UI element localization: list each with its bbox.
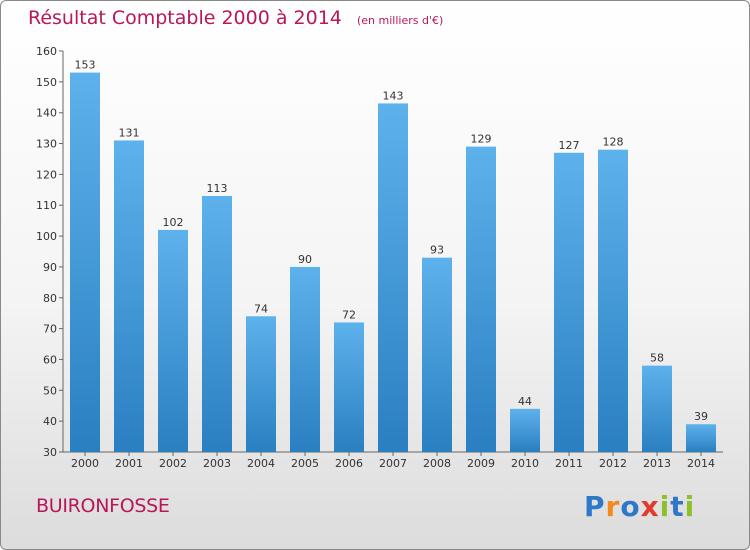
data-label: 74 [254,302,268,315]
town-name: BUIRONFOSSE [36,495,170,517]
proxiti-logo: Proxiti [584,490,695,523]
bar [246,316,276,452]
bar [290,266,320,452]
data-label: 90 [298,253,312,266]
y-tick-label: 80 [43,292,57,305]
chart-subtitle: (en milliers d'€) [356,14,444,27]
x-tick-label: 2012 [599,457,627,470]
x-tick-label: 2001 [115,457,143,470]
data-label: 143 [383,89,404,102]
logo-letter: o [620,490,641,523]
data-label: 153 [75,59,96,72]
bar [70,72,100,452]
logo-letter: t [670,490,685,523]
data-label: 129 [471,133,492,146]
y-tick-label: 60 [43,353,57,366]
title-row: Résultat Comptable 2000 à 2014 (en milli… [28,7,443,29]
x-tick-label: 2011 [555,457,583,470]
data-label: 44 [518,395,532,408]
y-tick-label: 50 [43,384,57,397]
data-label: 72 [342,308,356,321]
data-label: 93 [430,244,444,257]
data-label: 102 [163,216,184,229]
value-labels: 153 131 102 113 74 90 72 143 93 129 44 127 128 58 39 [75,59,709,424]
bar [510,408,540,452]
y-tick-label: 90 [43,261,57,274]
y-tick-label: 140 [36,107,57,120]
x-tick-label: 2014 [687,457,715,470]
y-tick-label: 100 [36,230,57,243]
x-tick-label: 2000 [71,457,99,470]
bar [202,195,232,452]
bar [378,103,408,452]
chart-title: Résultat Comptable 2000 à 2014 [28,7,342,29]
data-label: 39 [694,410,708,423]
y-tick-label: 130 [36,138,57,151]
logo-letter: x [640,490,660,523]
data-label: 58 [650,352,664,365]
data-label: 113 [207,182,228,195]
bar [422,257,452,452]
data-label: 127 [559,139,580,152]
y-tick-label: 30 [43,446,57,459]
x-tick-label: 2002 [159,457,187,470]
bar [114,140,144,452]
y-tick-label: 70 [43,323,57,336]
bar [554,152,584,453]
bars [70,72,716,453]
logo-letter: i [659,490,671,523]
bar [466,146,496,452]
x-tick-label: 2006 [335,457,363,470]
x-tick-label: 2004 [247,457,275,470]
x-tick-label: 2005 [291,457,319,470]
logo-letter: i [684,490,696,523]
x-tick-label: 2003 [203,457,231,470]
x-tick-label: 2008 [423,457,451,470]
x-tick-label: 2013 [643,457,671,470]
bar [598,149,628,452]
x-tick-label: 2007 [379,457,407,470]
y-tick-label: 40 [43,415,57,428]
x-tick-label: 2009 [467,457,495,470]
y-tick-label: 150 [36,76,57,89]
bar [158,229,188,452]
y-tick-label: 160 [36,45,57,58]
data-label: 131 [119,126,140,139]
y-tick-label: 110 [36,199,57,212]
x-tick-label: 2010 [511,457,539,470]
logo-letter: P [584,490,606,523]
data-label: 128 [603,136,624,149]
bar [334,322,364,452]
bar [642,365,672,452]
bar [686,424,716,452]
logo-letter: r [605,490,621,523]
y-tick-label: 120 [36,168,57,181]
